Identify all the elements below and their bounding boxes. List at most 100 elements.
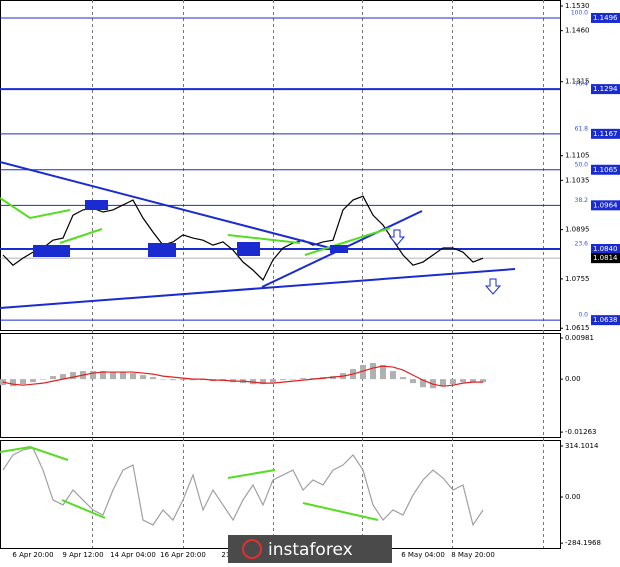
axes-layer: 1.1530 1.1460 1.1315 1.1105 1.1035 1.0895 1.07…	[12, 2, 620, 559]
series-layer	[0, 195, 486, 527]
fib-price: 1.0964	[593, 201, 618, 209]
histogram-bar	[290, 379, 296, 380]
histogram-bar	[270, 379, 276, 383]
divergence-line	[0, 445, 69, 461]
y-tick-label: 0.00	[565, 493, 581, 501]
fib-ratio: 61.8	[575, 125, 589, 132]
histogram-bar	[370, 363, 376, 380]
histogram-bar	[10, 379, 16, 387]
x-tick-label: 6 Apr 20:00	[12, 551, 53, 559]
histogram-bar	[70, 372, 76, 380]
histogram-bar	[470, 379, 476, 383]
divergence-line	[0, 197, 71, 220]
y-tick-label: 1.0895	[565, 226, 590, 234]
histogram-bar	[180, 379, 186, 381]
histogram-bar	[140, 375, 146, 380]
price-box	[591, 243, 620, 254]
zone-box	[330, 245, 348, 253]
frames	[0, 0, 561, 549]
price-box	[591, 12, 620, 23]
x-tick-label: 6 May 04:00	[401, 551, 445, 559]
watermark-logo	[242, 539, 262, 559]
histogram-bar	[300, 378, 306, 380]
histogram-bar	[150, 377, 156, 380]
annotations	[0, 161, 516, 521]
zone-box	[85, 200, 108, 210]
x-tick-label: 9 Apr 12:00	[62, 551, 103, 559]
y-tick-label: 314.1014	[565, 442, 599, 450]
histogram-bar	[390, 371, 396, 380]
histogram-bar	[460, 379, 466, 383]
zone-box	[33, 245, 70, 257]
series-line	[2, 195, 484, 281]
fib-price: 1.1496	[593, 14, 618, 22]
x-tick-label: 14 Apr 04:00	[110, 551, 156, 559]
trend-line	[0, 268, 516, 309]
histogram-bar	[280, 379, 286, 381]
histogram-bar	[440, 379, 446, 387]
histogram-bar	[480, 379, 486, 383]
histogram-bar	[100, 371, 106, 380]
trend-line	[0, 161, 331, 249]
divergence-line	[227, 234, 301, 244]
fib-ratio: 38.2	[575, 197, 589, 204]
histogram-bar	[160, 379, 166, 380]
last-price: 1.0814	[593, 254, 618, 262]
y-tick-label: 1.1530	[565, 2, 590, 10]
watermark-text: instaforex	[268, 540, 353, 560]
macd-panel	[0, 333, 561, 438]
series-line	[2, 447, 484, 527]
fib-price: 1.1294	[593, 85, 618, 93]
fib-ratio: 50.0	[575, 161, 589, 168]
x-tick-label: 16 Apr 20:00	[160, 551, 206, 559]
y-tick-label: 0.00981	[565, 334, 594, 342]
watermark: instaforex	[228, 535, 392, 563]
histogram-bar	[90, 371, 96, 380]
fib-ratio: 23.6	[575, 240, 589, 247]
price-box	[591, 253, 620, 264]
histogram-bar	[170, 379, 176, 381]
histogram-bar	[380, 365, 386, 380]
histogram-bar	[130, 373, 136, 380]
fib-price: 1.0840	[593, 245, 618, 253]
y-tick-label: 1.1315	[565, 78, 590, 86]
price-box	[591, 200, 620, 211]
histogram-bar	[20, 379, 26, 385]
histogram-bar	[40, 379, 46, 380]
fib-ratio: 100.0	[571, 9, 588, 16]
histogram-bar	[50, 376, 56, 380]
divergence-line	[59, 228, 103, 244]
y-tick-label: 1.1035	[565, 176, 590, 184]
main-panel	[0, 0, 561, 331]
price-box	[591, 315, 620, 326]
y-tick-label: 1.1460	[565, 27, 590, 35]
fib-ratio: 76.4	[575, 81, 589, 88]
zone-box	[148, 243, 176, 257]
y-tick-label: 1.0615	[565, 324, 590, 332]
fib-price: 1.1065	[593, 166, 618, 174]
x-tick-label: 8 May 20:00	[451, 551, 495, 559]
signal-line	[2, 365, 483, 387]
divergence-line	[61, 499, 106, 519]
histogram-bar	[120, 372, 126, 380]
y-tick-label: -284.1968	[565, 539, 601, 547]
histogram-bar	[360, 365, 366, 380]
fib-price: 1.0638	[593, 316, 618, 324]
histogram-bar	[260, 379, 266, 385]
price-box	[591, 128, 620, 139]
histogram-bar	[410, 379, 416, 384]
zone-box	[237, 242, 260, 256]
histogram-bar	[30, 379, 36, 383]
down-arrow	[388, 229, 406, 246]
vertical-grid	[92, 0, 544, 548]
histogram-bar	[450, 379, 456, 385]
divergence-line	[302, 502, 379, 521]
divergence-line	[227, 469, 276, 479]
histogram-bar	[110, 372, 116, 380]
fib-ratio: 0.0	[578, 312, 588, 319]
histogram-bar	[420, 379, 426, 388]
down-arrow	[484, 278, 502, 295]
y-tick-label: 1.0755	[565, 275, 590, 283]
